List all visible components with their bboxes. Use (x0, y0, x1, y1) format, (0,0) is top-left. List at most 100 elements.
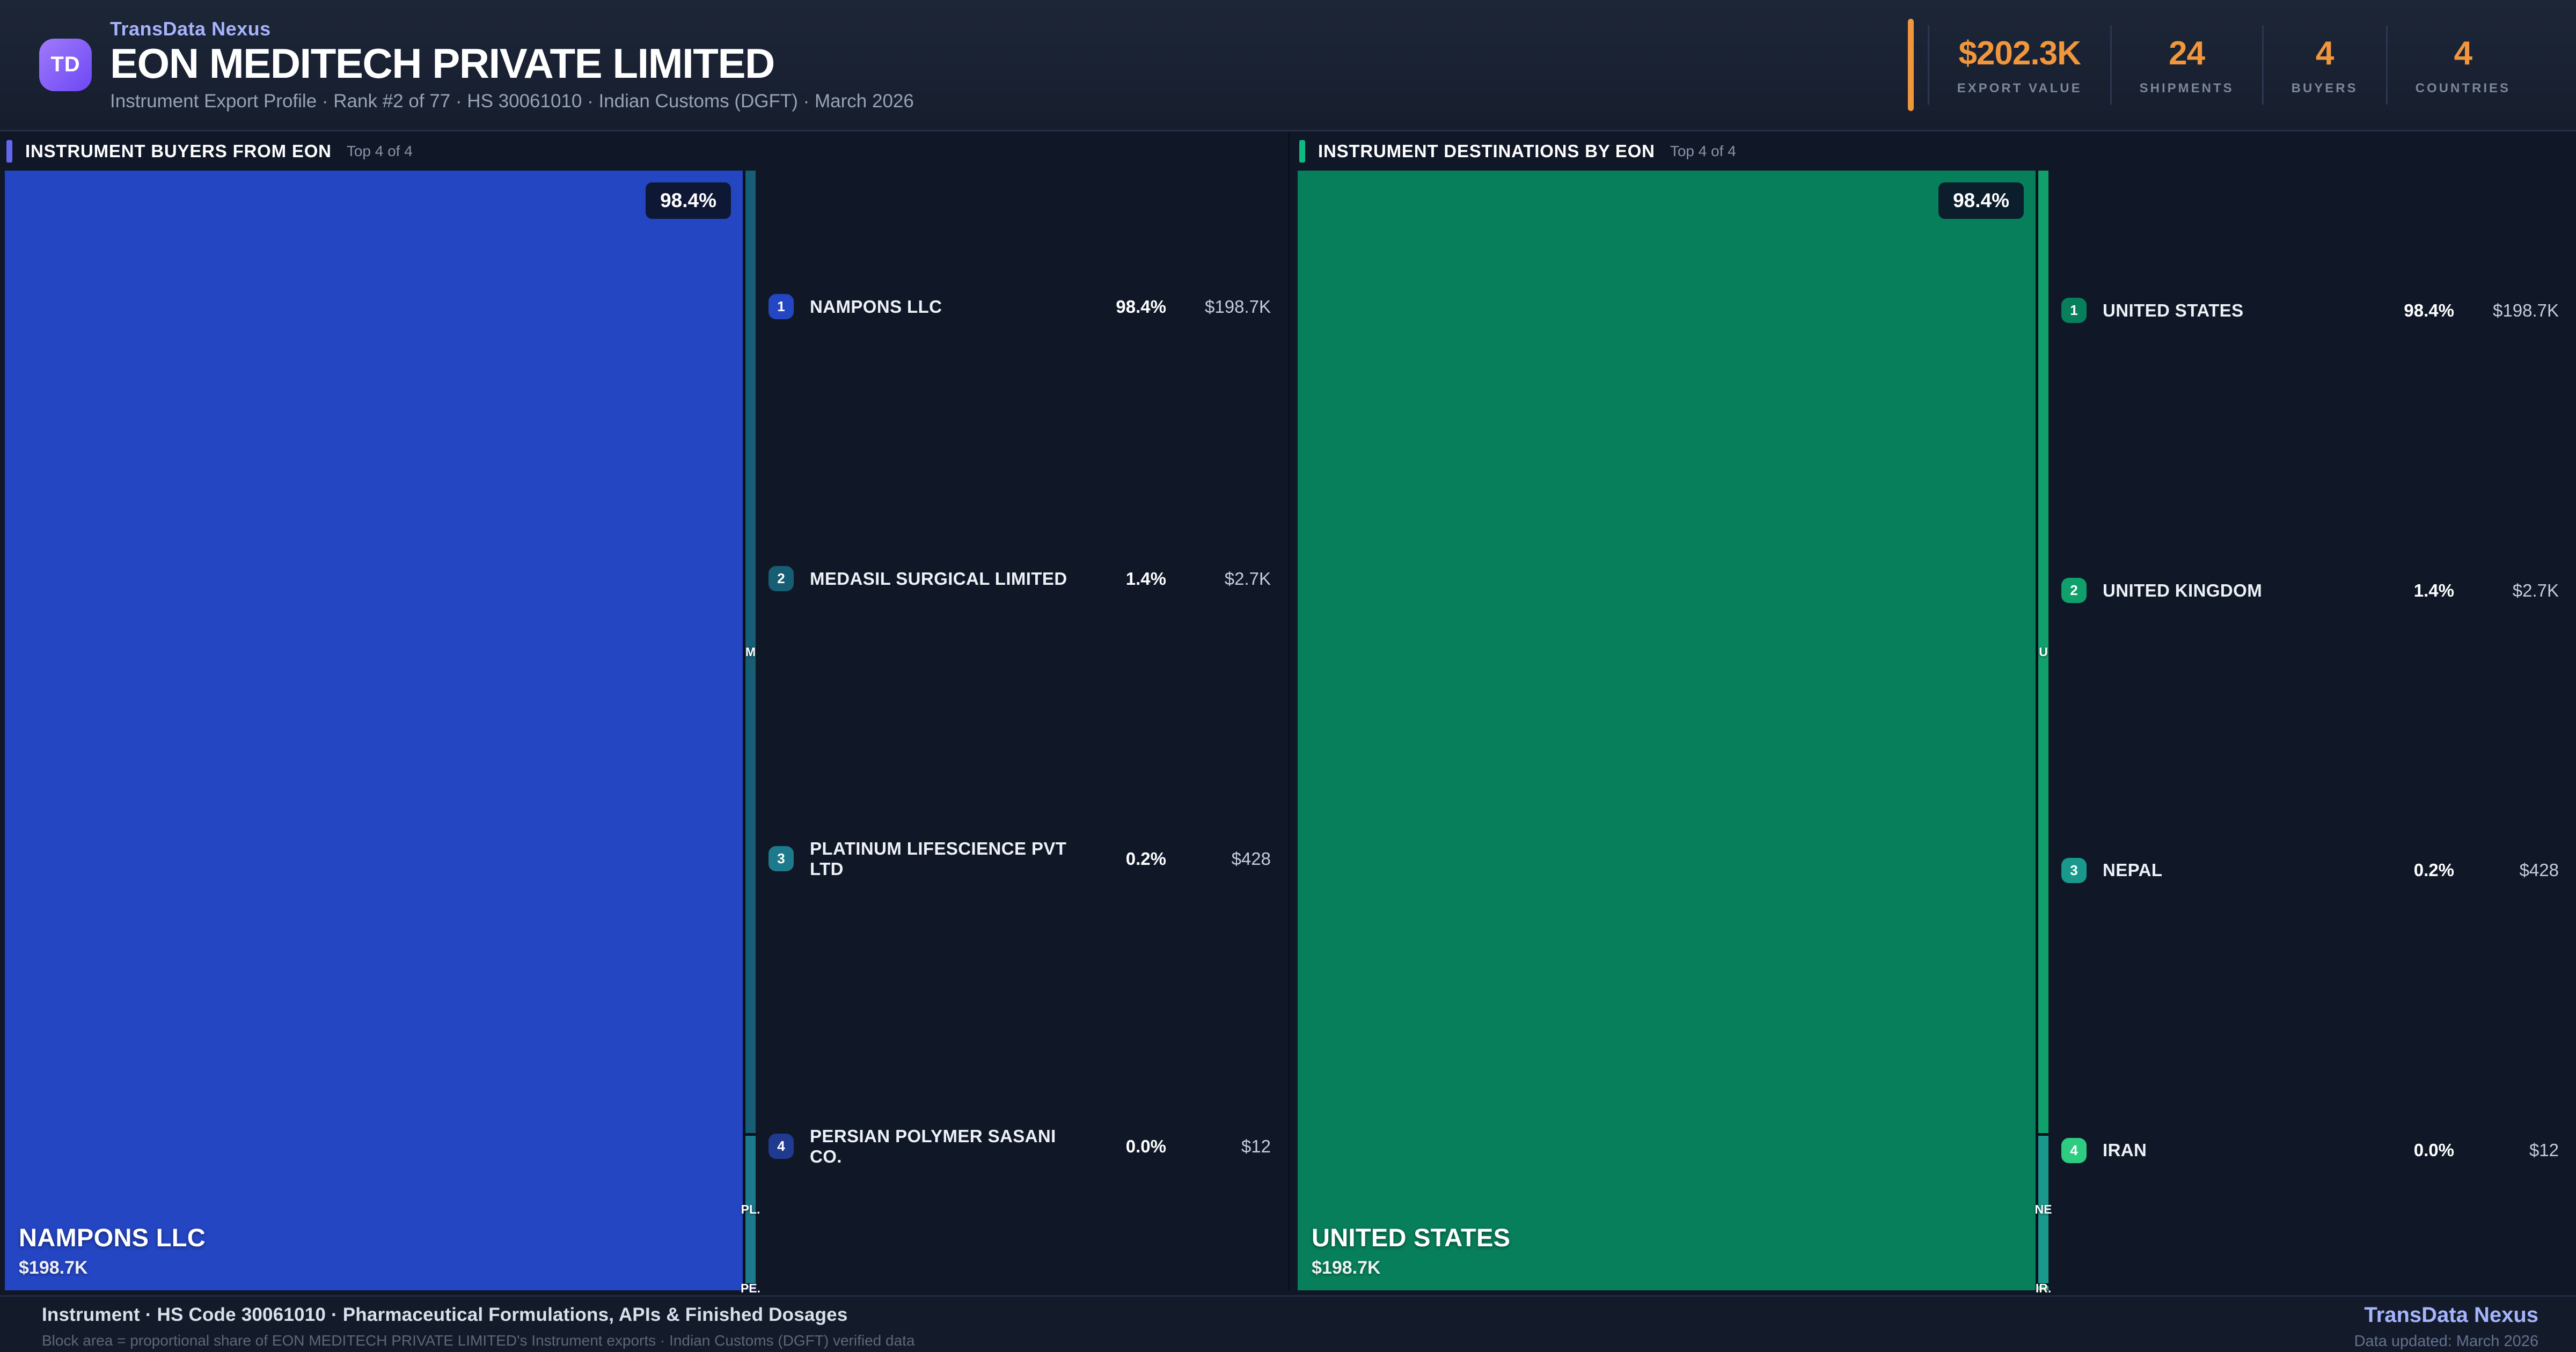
treemap-block-iran[interactable]: IR. (2036, 1281, 2051, 1295)
destinations-panel: INSTRUMENT DESTINATIONS BY EON Top 4 of … (1288, 131, 2576, 1295)
treemap-block-nepal[interactable]: NE (2035, 1136, 2052, 1283)
buyers-panel-header: INSTRUMENT BUYERS FROM EON Top 4 of 4 (5, 131, 1288, 171)
treemap-minor-column: M PL. PE. (741, 171, 760, 1295)
destinations-panel-header: INSTRUMENT DESTINATIONS BY EON Top 4 of … (1298, 131, 2576, 171)
treemap-block-nampons[interactable]: 98.4% NAMPONS LLC $198.7K (5, 171, 743, 1290)
rank-badge: 3 (2061, 857, 2087, 883)
legend-share: 0.2% (1125, 848, 1166, 869)
legend-row[interactable]: 4 PERSIAN POLYMER SASANI CO. 0.0% $12 (769, 1126, 1271, 1167)
rank-badge: 1 (2061, 298, 2087, 324)
header-identity: TD TransData Nexus EON MEDITECH PRIVATE … (39, 18, 914, 112)
panels-row: INSTRUMENT BUYERS FROM EON Top 4 of 4 98… (0, 131, 2576, 1295)
buyers-panel: INSTRUMENT BUYERS FROM EON Top 4 of 4 98… (0, 131, 1288, 1295)
block-name: NAMPONS LLC (19, 1223, 206, 1252)
stat-label: SHIPMENTS (2139, 80, 2234, 95)
legend-value: $2.7K (2512, 580, 2559, 600)
buyers-treemap: 98.4% NAMPONS LLC $198.7K M PL. (5, 171, 760, 1295)
legend-share: 1.4% (2413, 580, 2454, 600)
footer-updated: Data updated: March 2026 (2354, 1333, 2538, 1350)
legend-row[interactable]: 3 NEPAL 0.2% $428 (2061, 857, 2559, 883)
legend-share: 1.4% (1125, 568, 1166, 589)
footer: Instrument · HS Code 30061010 · Pharmace… (0, 1295, 2576, 1352)
legend-share: 0.2% (2413, 860, 2454, 880)
rank-badge: 1 (769, 294, 794, 320)
stat-countries: 4 COUNTRIES (2388, 34, 2538, 96)
legend-row[interactable]: 4 IRAN 0.0% $12 (2061, 1137, 2559, 1163)
stat-shipments: 24 SHIPMENTS (2112, 34, 2262, 96)
stat-buyers: 4 BUYERS (2264, 34, 2386, 96)
rank-badge: 2 (769, 566, 794, 592)
block-name: NE (2035, 1202, 2052, 1217)
legend-name: PLATINUM LIFESCIENCE PVT LTD (810, 838, 1067, 879)
report-subtitle: Instrument Export Profile · Rank #2 of 7… (110, 90, 914, 112)
stat-value: $202.3K (1958, 34, 2081, 72)
share-badge: 98.4% (1938, 182, 2024, 219)
legend-value: $2.7K (1224, 568, 1271, 589)
footer-note: Block area = proportional share of EON M… (42, 1332, 915, 1349)
stat-label: EXPORT VALUE (1957, 80, 2082, 95)
treemap-block-united-states[interactable]: 98.4% UNITED STATES $198.7K (1298, 171, 2036, 1290)
footer-brand: TransData Nexus (2364, 1303, 2538, 1327)
treemap-block-persian[interactable]: PE. (741, 1281, 760, 1295)
stat-value: 4 (2454, 34, 2472, 72)
brand-logo: TD (39, 38, 92, 91)
stat-export-value: $202.3K EXPORT VALUE (1929, 34, 2110, 96)
panel-top-count: Top 4 of 4 (346, 142, 413, 159)
panel-title: INSTRUMENT BUYERS FROM EON (25, 141, 332, 161)
panel-accent-bar (6, 139, 12, 163)
footer-hs-line: Instrument · HS Code 30061010 · Pharmace… (42, 1304, 848, 1325)
stat-divider (2262, 25, 2264, 105)
legend-row[interactable]: 2 UNITED KINGDOM 1.4% $2.7K (2061, 578, 2559, 604)
legend-share: 98.4% (2404, 300, 2454, 320)
legend-name: NAMPONS LLC (810, 296, 942, 317)
panel-top-count: Top 4 of 4 (1670, 142, 1736, 159)
legend-value: $198.7K (1205, 296, 1271, 317)
buyers-legend: 1 NAMPONS LLC 98.4% $198.7K 2 MEDASIL SU… (769, 171, 1288, 1290)
legend-name: MEDASIL SURGICAL LIMITED (810, 568, 1067, 589)
rank-badge: 4 (2061, 1137, 2087, 1163)
header-stats: $202.3K EXPORT VALUE 24 SHIPMENTS 4 BUYE… (1907, 19, 2538, 111)
block-name: M (745, 644, 756, 659)
legend-share: 98.4% (1116, 296, 1166, 317)
block-name: PE. (740, 1281, 761, 1295)
block-name: UNITED STATES (1312, 1223, 1511, 1252)
stats-accent-bar (1907, 19, 1914, 111)
legend-row[interactable]: 1 UNITED STATES 98.4% $198.7K (2061, 298, 2559, 324)
stat-value: 24 (2169, 34, 2205, 72)
header: TD TransData Nexus EON MEDITECH PRIVATE … (0, 0, 2576, 131)
legend-name: IRAN (2103, 1140, 2147, 1160)
stat-divider (2385, 25, 2388, 105)
legend-value: $12 (1241, 1136, 1271, 1156)
stat-divider (2110, 25, 2112, 105)
legend-name: UNITED KINGDOM (2103, 580, 2263, 600)
block-value: $198.7K (1312, 1258, 1381, 1278)
treemap-minor-column: U NE IR. (2035, 171, 2052, 1295)
brand-name: TransData Nexus (110, 18, 271, 40)
treemap-block-platinum[interactable]: PL. (741, 1136, 760, 1283)
block-name: U (2039, 644, 2048, 659)
stat-divider (1927, 25, 1929, 105)
legend-name: PERSIAN POLYMER SASANI CO. (810, 1126, 1056, 1166)
treemap-block-medasil[interactable]: M (745, 171, 756, 1134)
block-name: IR. (2035, 1281, 2052, 1295)
rank-badge: 3 (769, 846, 794, 872)
legend-share: 0.0% (1125, 1136, 1166, 1156)
destinations-treemap: 98.4% UNITED STATES $198.7K U NE (1298, 171, 2052, 1295)
block-value: $198.7K (19, 1258, 88, 1278)
legend-name: UNITED STATES (2103, 300, 2244, 320)
legend-row[interactable]: 2 MEDASIL SURGICAL LIMITED 1.4% $2.7K (769, 566, 1271, 592)
block-name: PL. (741, 1202, 760, 1217)
rank-badge: 2 (2061, 578, 2087, 604)
company-title: EON MEDITECH PRIVATE LIMITED (110, 40, 775, 87)
destinations-legend: 1 UNITED STATES 98.4% $198.7K 2 UNITED K… (2061, 171, 2576, 1290)
panel-title: INSTRUMENT DESTINATIONS BY EON (1318, 141, 1655, 161)
stat-value: 4 (2315, 34, 2334, 72)
legend-value: $198.7K (2493, 300, 2559, 320)
legend-row[interactable]: 1 NAMPONS LLC 98.4% $198.7K (769, 294, 1271, 320)
legend-row[interactable]: 3 PLATINUM LIFESCIENCE PVT LTD 0.2% $428 (769, 839, 1271, 879)
stat-label: COUNTRIES (2415, 80, 2511, 95)
treemap-block-united-kingdom[interactable]: U (2038, 171, 2048, 1134)
legend-value: $428 (1231, 848, 1271, 869)
legend-value: $428 (2519, 860, 2559, 880)
